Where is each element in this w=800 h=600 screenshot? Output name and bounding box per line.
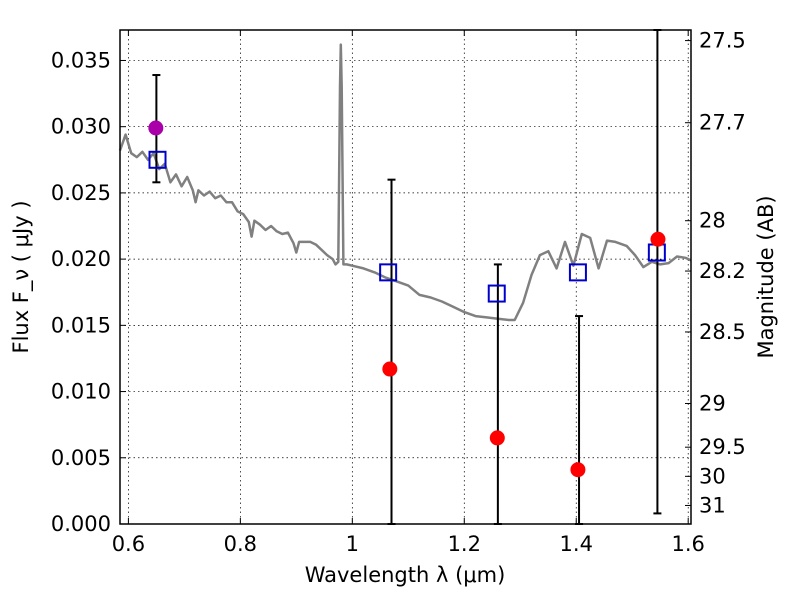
right-tick-label: 29.5: [699, 435, 746, 459]
x-tick-label: 1: [346, 532, 359, 556]
spectrum-line: [118, 43, 692, 322]
x-tick-label: 0.8: [224, 532, 257, 556]
y-tick-label: 0.005: [51, 446, 111, 470]
observed-circle-marker: [570, 462, 586, 478]
x-tick-label: 0.6: [112, 532, 145, 556]
model-square-marker: [148, 150, 167, 169]
model-square-marker: [568, 263, 587, 282]
observed-circle-marker: [148, 120, 164, 136]
observed-circle-marker: [650, 231, 666, 247]
x-tick-label: 1.6: [671, 532, 704, 556]
right-tick-label: 31: [699, 493, 726, 517]
right-tick-label: 28.5: [699, 320, 746, 344]
model-square-marker: [487, 284, 506, 303]
y-tick-label: 0.030: [51, 115, 111, 139]
y-axis-label: Flux F_ν ( μJy ): [9, 200, 34, 353]
right-tick-label: 27.7: [699, 111, 746, 135]
y-tick-label: 0.020: [51, 247, 111, 271]
x-axis-label: Wavelength λ (μm): [305, 563, 506, 587]
y-tick-label: 0.015: [51, 313, 111, 337]
right-tick-label: 27.5: [699, 29, 746, 53]
plot-series: [118, 29, 692, 525]
model-square-marker: [379, 263, 398, 282]
observed-circle-marker: [489, 430, 505, 446]
plot-frame: [119, 29, 692, 525]
x-tick-label: 1.4: [560, 532, 593, 556]
right-axis-label: Magnitude (AB): [754, 195, 778, 358]
right-tick-label: 28.2: [699, 259, 746, 283]
right-tick-label: 29: [699, 391, 726, 415]
observed-circle-marker: [382, 361, 398, 377]
y-tick-label: 0.010: [51, 380, 111, 404]
grid-lines: [120, 30, 691, 525]
right-tick-label: 30: [699, 464, 726, 488]
y-tick-label: 0.035: [51, 48, 111, 72]
x-tick-label: 1.2: [448, 532, 481, 556]
y-tick-label: 0.000: [51, 512, 111, 536]
axis-ticks: 0.6 0.8 1 1.2 1.4 1.6 0.000 0.005 0.010 0.015 0.02…: [51, 29, 746, 556]
y-tick-label: 0.025: [51, 181, 111, 205]
right-tick-label: 28: [699, 209, 726, 233]
